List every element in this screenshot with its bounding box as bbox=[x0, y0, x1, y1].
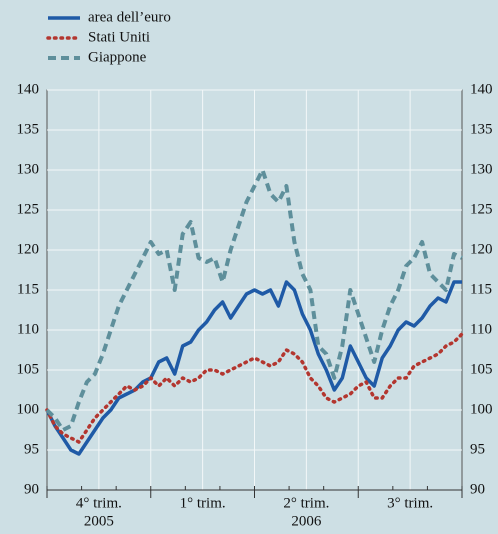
y-tick-label: 130 bbox=[17, 161, 40, 177]
legend-label: Giappone bbox=[88, 49, 147, 65]
y2-tick-label: 140 bbox=[470, 81, 493, 97]
legend-label: Stati Uniti bbox=[88, 29, 150, 45]
y2-tick-label: 95 bbox=[470, 441, 485, 457]
y2-tick-label: 100 bbox=[470, 401, 493, 417]
y2-tick-label: 130 bbox=[470, 161, 493, 177]
y2-tick-label: 110 bbox=[470, 321, 492, 337]
series-line bbox=[45, 168, 463, 432]
y2-tick-label: 90 bbox=[470, 481, 485, 497]
y-tick-label: 135 bbox=[17, 121, 40, 137]
x-group-label: 1° trim. bbox=[180, 495, 226, 511]
y2-tick-label: 105 bbox=[470, 361, 493, 377]
y2-tick-label: 115 bbox=[470, 281, 492, 297]
year-label: 2005 bbox=[84, 513, 114, 529]
x-group-label: 3° trim. bbox=[387, 495, 433, 511]
series-line bbox=[45, 280, 462, 456]
y2-tick-label: 135 bbox=[470, 121, 493, 137]
y-tick-label: 120 bbox=[17, 241, 40, 257]
y-tick-label: 105 bbox=[17, 361, 40, 377]
y-tick-label: 140 bbox=[17, 81, 40, 97]
legend-label: area dell’euro bbox=[88, 9, 171, 25]
y-tick-label: 100 bbox=[17, 401, 40, 417]
x-group-label: 2° trim. bbox=[283, 495, 329, 511]
series-line bbox=[45, 332, 464, 444]
y-tick-label: 110 bbox=[17, 321, 39, 337]
y-tick-label: 95 bbox=[24, 441, 39, 457]
y2-tick-label: 125 bbox=[470, 201, 493, 217]
y2-tick-label: 120 bbox=[470, 241, 493, 257]
year-label: 2006 bbox=[291, 513, 322, 529]
y-tick-label: 115 bbox=[17, 281, 39, 297]
x-group-label: 4° trim. bbox=[76, 495, 122, 511]
y-tick-label: 125 bbox=[17, 201, 40, 217]
y-tick-label: 90 bbox=[24, 481, 39, 497]
